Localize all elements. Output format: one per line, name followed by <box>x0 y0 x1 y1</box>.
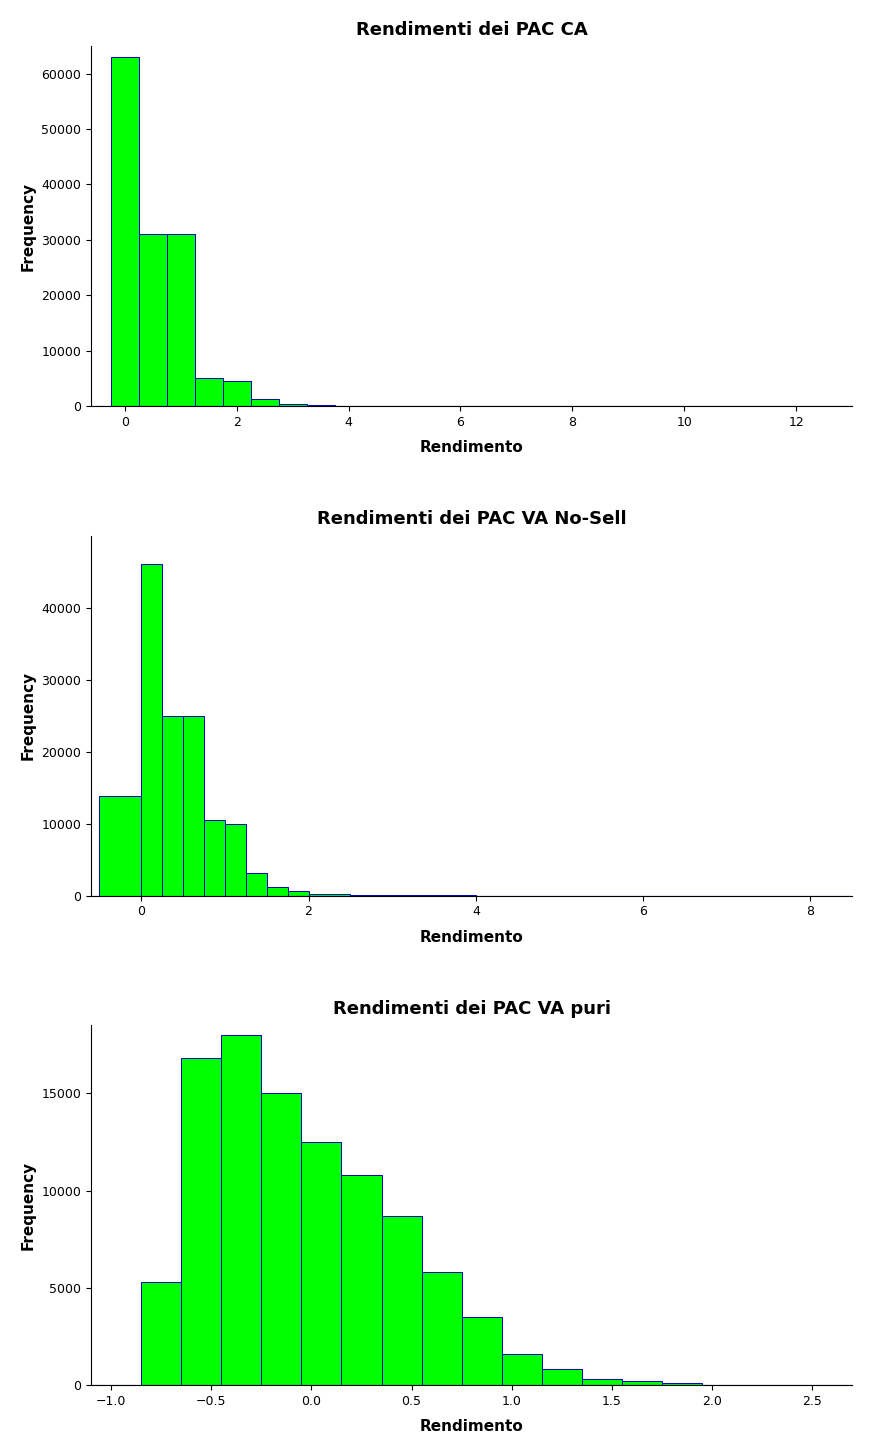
Bar <box>502 1355 542 1385</box>
Bar <box>246 873 267 896</box>
Bar <box>221 1035 261 1385</box>
Bar <box>111 57 139 406</box>
Y-axis label: Frequency: Frequency <box>21 1161 36 1250</box>
Bar <box>183 716 204 896</box>
Bar <box>278 404 306 406</box>
Bar <box>141 1282 182 1385</box>
Bar <box>141 565 162 896</box>
Y-axis label: Frequency: Frequency <box>21 182 36 271</box>
Y-axis label: Frequency: Frequency <box>21 671 36 760</box>
Bar <box>267 888 287 896</box>
Bar <box>182 1058 221 1385</box>
Bar <box>251 400 278 406</box>
Bar <box>195 378 223 406</box>
Bar <box>167 234 195 406</box>
Title: Rendimenti dei PAC VA puri: Rendimenti dei PAC VA puri <box>333 1000 610 1018</box>
Bar <box>287 892 308 896</box>
Bar <box>382 1216 422 1385</box>
Bar <box>662 1384 702 1385</box>
Bar <box>100 796 141 896</box>
Bar <box>462 1317 502 1385</box>
Title: Rendimenti dei PAC CA: Rendimenti dei PAC CA <box>356 20 588 39</box>
Bar <box>204 821 225 896</box>
Bar <box>139 234 167 406</box>
Bar <box>422 1273 462 1385</box>
Title: Rendimenti dei PAC VA No-Sell: Rendimenti dei PAC VA No-Sell <box>317 511 627 528</box>
Bar <box>162 716 183 896</box>
Bar <box>341 1176 382 1385</box>
Bar <box>308 893 350 896</box>
Bar <box>225 824 246 896</box>
Bar <box>261 1093 301 1385</box>
Bar <box>581 1379 622 1385</box>
Bar <box>542 1369 581 1385</box>
X-axis label: Rendimento: Rendimento <box>420 439 524 455</box>
Bar <box>301 1142 341 1385</box>
X-axis label: Rendimento: Rendimento <box>420 930 524 944</box>
X-axis label: Rendimento: Rendimento <box>420 1419 524 1435</box>
Bar <box>223 381 251 406</box>
Bar <box>622 1381 662 1385</box>
